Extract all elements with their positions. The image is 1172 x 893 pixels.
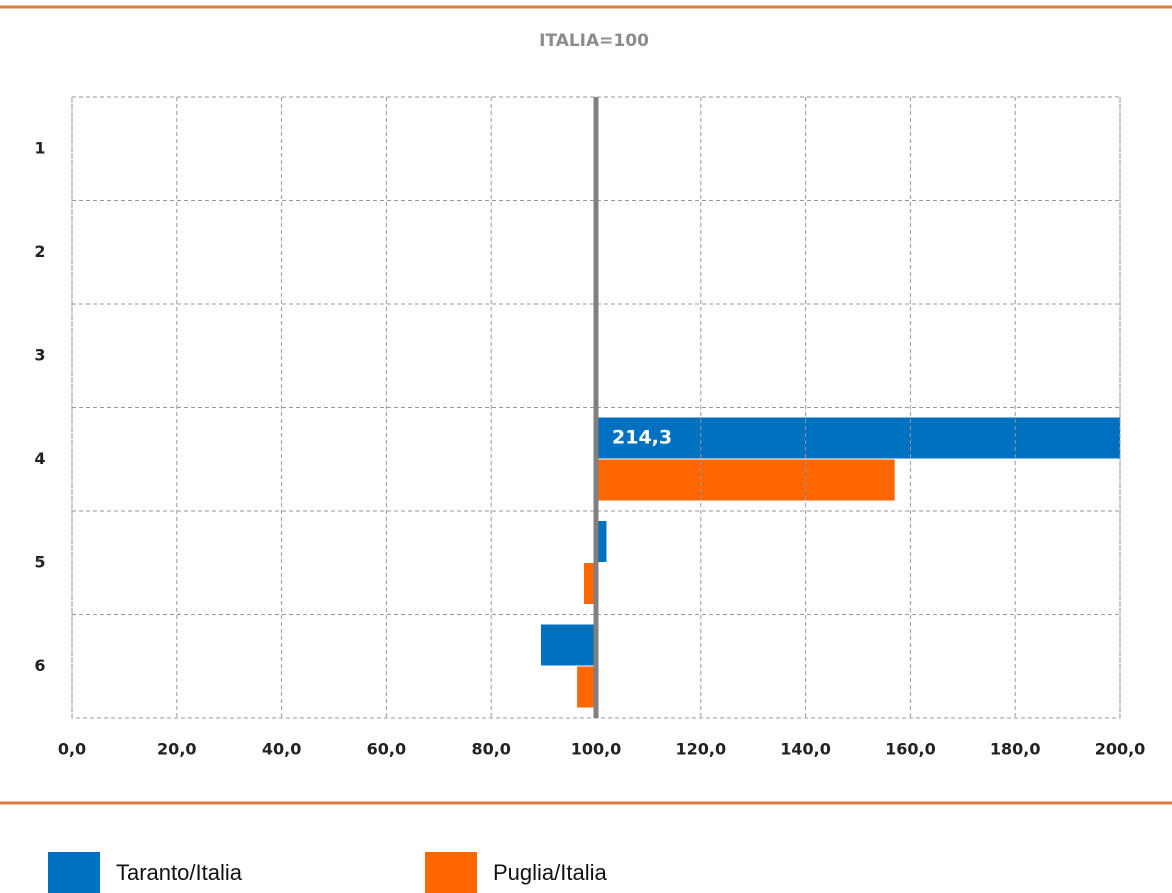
y-tick-label: 4 xyxy=(34,449,45,468)
x-tick-label: 20,0 xyxy=(157,740,196,759)
legend-label: Puglia/Italia xyxy=(493,860,608,885)
chart-title: ITALIA=100 xyxy=(539,31,649,51)
bar xyxy=(596,521,607,562)
bar xyxy=(583,563,596,604)
legend-swatch xyxy=(48,852,100,893)
legend-swatch xyxy=(425,852,477,893)
x-tick-label: 40,0 xyxy=(262,740,301,759)
x-tick-label: 200,0 xyxy=(1095,740,1146,759)
y-tick-label: 6 xyxy=(34,656,45,675)
value-label: 214,3 xyxy=(612,427,672,449)
y-tick-label: 1 xyxy=(34,138,45,157)
bar xyxy=(577,666,596,708)
bar xyxy=(596,417,1120,459)
x-tick-label: 160,0 xyxy=(885,740,936,759)
y-tick-label: 3 xyxy=(34,345,45,364)
bars xyxy=(540,417,1120,708)
bar xyxy=(540,624,596,666)
x-tick-label: 120,0 xyxy=(675,740,726,759)
y-tick-label: 5 xyxy=(34,552,45,571)
x-tick-label: 0,0 xyxy=(58,740,86,759)
x-tick-label: 60,0 xyxy=(367,740,406,759)
x-tick-label: 100,0 xyxy=(571,740,622,759)
legend-label: Taranto/Italia xyxy=(116,860,243,885)
y-tick-label: 2 xyxy=(34,242,45,261)
bar xyxy=(596,459,895,501)
x-tick-label: 140,0 xyxy=(780,740,831,759)
x-tick-label: 80,0 xyxy=(471,740,510,759)
x-tick-label: 180,0 xyxy=(990,740,1041,759)
